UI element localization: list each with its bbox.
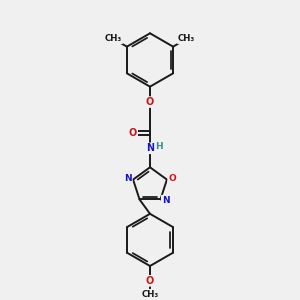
Text: H: H bbox=[155, 142, 163, 151]
Text: N: N bbox=[146, 143, 154, 153]
Text: CH₃: CH₃ bbox=[105, 34, 122, 43]
Text: O: O bbox=[146, 276, 154, 286]
Text: O: O bbox=[146, 97, 154, 107]
Text: O: O bbox=[168, 175, 176, 184]
Text: O: O bbox=[129, 128, 137, 138]
Text: N: N bbox=[162, 196, 169, 205]
Text: CH₃: CH₃ bbox=[178, 34, 195, 43]
Text: CH₃: CH₃ bbox=[141, 290, 159, 299]
Text: N: N bbox=[124, 175, 132, 184]
